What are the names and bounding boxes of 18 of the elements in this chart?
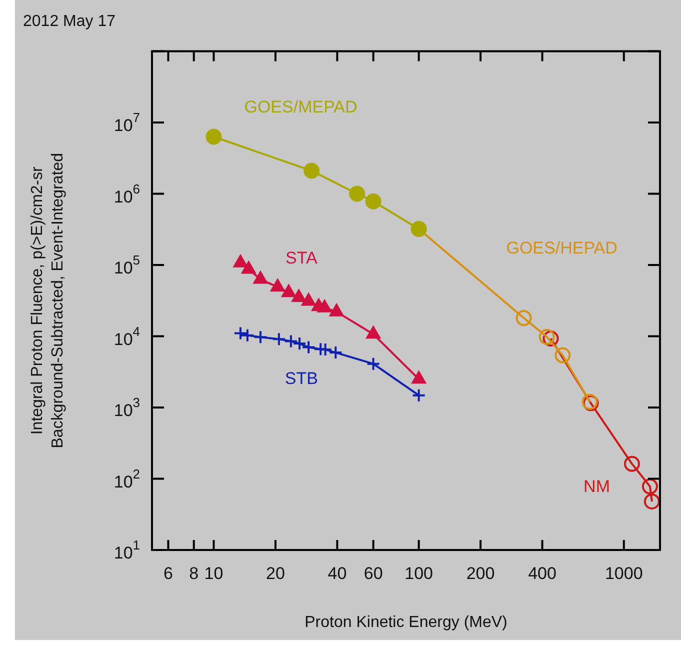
x-tick-label: 6 [164,564,173,583]
series-label: STB [284,368,318,388]
x-tick-label: 20 [266,564,285,583]
x-tick-label: 1000 [604,564,643,583]
x-tick-label: 60 [364,564,383,583]
x-tick-label: 8 [189,564,199,583]
x-axis-title: Proton Kinetic Energy (MeV) [304,614,508,631]
series-label: NM [584,477,610,496]
series-label: STA [286,248,318,268]
y-axis-title: Integral Proton Fluence, p(>E)/cm2-sr Background-Subtracted, Event-Integrated [28,152,67,448]
text: GOES/HEPAD [506,238,618,258]
x-tick-label: 400 [528,564,556,583]
series-label: GOES/MEPAD [244,97,358,116]
x-tick-label: 200 [466,564,495,583]
x-tick-label: 10 [204,564,224,583]
chart-title: 2012 May 17 [23,13,116,30]
x-tick-label: 40 [328,564,347,583]
x-tick-label: 100 [404,564,433,583]
